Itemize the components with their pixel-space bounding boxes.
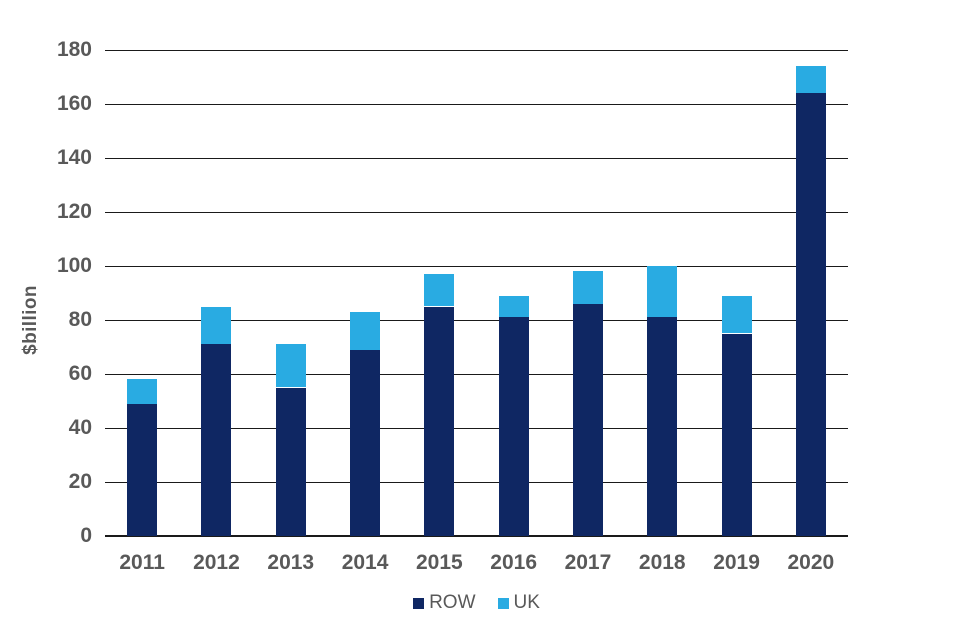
bar-segment-row-2019 [721, 333, 752, 536]
x-axis-tick-label: 2019 [713, 551, 760, 574]
y-axis-tick-label: 100 [56, 254, 92, 277]
y-axis-tick-label: 80 [68, 308, 92, 331]
y-axis-tick-label: 120 [56, 200, 92, 223]
gridline [105, 373, 848, 375]
legend-swatch-icon [497, 597, 509, 609]
legend-label: UK [513, 592, 540, 613]
legend-swatch-icon [413, 597, 425, 609]
bar-segment-row-2011 [127, 403, 158, 536]
gridline [105, 319, 848, 321]
y-axis-tick-label: 180 [56, 38, 92, 61]
x-axis-tick-label: 2014 [341, 551, 389, 574]
bar-segment-uk-2020 [795, 66, 826, 94]
bar-segment-uk-2013 [275, 344, 306, 388]
gridline [105, 427, 848, 429]
gridline [105, 157, 848, 159]
bar-segment-uk-2015 [424, 274, 455, 307]
x-axis-tick-label: 2012 [193, 551, 240, 574]
bar-segment-row-2020 [795, 93, 826, 536]
bar-segment-uk-2018 [647, 266, 678, 318]
y-axis-tick-label: 160 [56, 92, 92, 115]
bar-segment-row-2015 [424, 306, 455, 536]
x-axis-tick-label: 2013 [267, 551, 315, 574]
y-axis-tick-label: 20 [68, 470, 92, 493]
bar-segment-uk-2012 [201, 306, 232, 345]
gridline [105, 211, 848, 213]
gridline [105, 49, 848, 51]
x-axis-tick-label: 2017 [564, 551, 612, 574]
y-axis-tick-label: 40 [68, 416, 92, 439]
x-axis-tick-label: 2011 [119, 551, 165, 574]
bar-segment-row-2013 [275, 387, 306, 536]
bar-segment-uk-2019 [721, 295, 752, 334]
y-axis-tick-label: 0 [80, 524, 92, 547]
x-axis-tick-label: 2020 [787, 551, 835, 574]
gridline [105, 481, 848, 483]
bar-segment-uk-2011 [127, 379, 158, 404]
x-axis-line [105, 535, 848, 537]
gridline [105, 103, 848, 105]
legend-item-row: ROW [413, 592, 476, 614]
x-axis-tick-label: 2016 [490, 551, 537, 574]
bar-segment-uk-2017 [572, 271, 603, 304]
x-axis-tick-label: 2018 [638, 551, 686, 574]
bar-segment-row-2014 [350, 349, 381, 536]
bar-segment-row-2018 [647, 317, 678, 536]
bar-segment-row-2012 [201, 344, 232, 536]
y-axis-tick-label: 60 [68, 362, 92, 385]
legend: ROW UK [105, 592, 848, 614]
bar-segment-row-2017 [572, 303, 603, 536]
gridline [105, 265, 848, 267]
x-axis-tick-label: 2015 [415, 551, 463, 574]
bar-segment-row-2016 [498, 317, 529, 536]
bar-segment-uk-2014 [350, 311, 381, 350]
legend-label: ROW [429, 592, 476, 613]
legend-item-uk: UK [497, 592, 540, 614]
y-axis-tick-label: 140 [56, 146, 92, 169]
bar-segment-uk-2016 [498, 295, 529, 318]
